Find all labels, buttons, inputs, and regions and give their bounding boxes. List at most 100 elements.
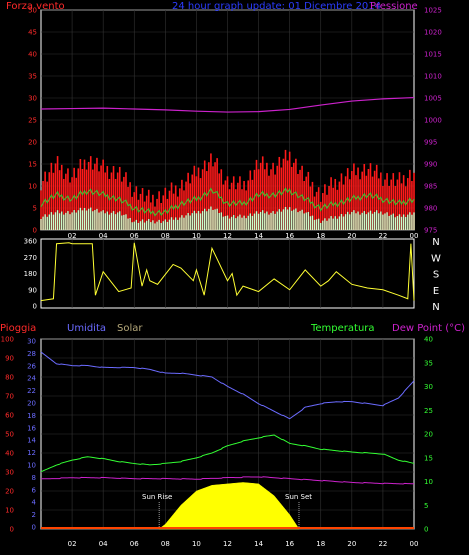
rain-tick-label: 100 [1,336,14,344]
pressure-label: Pressione [370,1,418,12]
humidity-label: Umidita [67,323,106,334]
temperature-tick-label: 10 [424,478,433,486]
humidity-tick-label: 0 [32,524,36,532]
wind-tick-label: 0 [33,227,37,235]
humidity-tick-label: 26 [27,362,36,370]
humidity-tick-label: 14 [27,437,36,445]
x-tick-label: 22 [378,232,387,240]
wind-tick-label: 45 [28,29,37,37]
direction-tick-label: 360 [24,238,37,246]
pressure-tick-label: 1025 [424,7,442,15]
x-tick-label: 10 [192,540,201,548]
wind-label: Forza vento [6,1,65,12]
wind-tick-label: 30 [28,95,37,103]
wind-tick-label: 25 [28,117,37,125]
humidity-tick-label: 24 [27,375,36,383]
x-tick-label: 16 [285,232,294,240]
compass-label: N [432,302,439,313]
pressure-tick-label: 1015 [424,51,442,59]
x-tick-label: 00 [410,540,419,548]
rain-tick-label: 10 [5,507,14,515]
pressure-tick-label: 1000 [424,117,442,125]
wind-tick-label: 50 [28,7,37,15]
temperature-line [40,434,415,473]
solar-label: Solar [117,323,143,334]
humidity-tick-label: 20 [27,400,36,408]
dewpoint-line [40,476,415,485]
x-tick-label: 04 [99,540,108,548]
sunrise-annotation: Sun Rise [142,493,172,501]
temperature-tick-label: 20 [424,431,433,439]
temperature-tick-label: 35 [424,359,433,367]
rain-tick-label: 20 [5,488,14,496]
humidity-tick-label: 12 [27,449,36,457]
rain-tick-label: 0 [10,526,14,534]
x-tick-label: 04 [99,232,108,240]
rain-tick-label: 80 [5,374,14,382]
solar-area [158,482,300,530]
x-tick-label: 22 [378,540,387,548]
compass-label: N [432,237,439,248]
x-tick-label: 14 [254,232,263,240]
humidity-tick-label: 22 [27,387,36,395]
direction-line [40,242,415,302]
wind-average-line [40,187,415,217]
direction-tick-label: 90 [28,286,37,294]
pressure-tick-label: 990 [424,161,437,169]
x-tick-label: 06 [130,232,139,240]
x-tick-label: 16 [285,540,294,548]
temperature-label: Temperatura [310,323,375,334]
humidity-tick-label: 28 [27,350,36,358]
temperature-tick-label: 15 [424,454,433,462]
wind-tick-label: 20 [28,139,37,147]
rain-tick-label: 40 [5,450,14,458]
pressure-line [40,96,415,113]
x-tick-label: 14 [254,540,263,548]
sunset-annotation: Sun Set [285,493,312,501]
x-tick-label: 12 [223,232,232,240]
dewpoint-label: Dew Point (°C) [392,323,465,334]
x-tick-label: 18 [316,540,325,548]
x-tick-label: 18 [316,232,325,240]
pressure-tick-label: 985 [424,183,437,191]
direction-tick-label: 0 [33,303,37,311]
temperature-tick-label: 25 [424,407,433,415]
humidity-tick-label: 2 [32,511,36,519]
wind-tick-label: 40 [28,51,37,59]
humidity-tick-label: 6 [32,486,37,494]
humidity-tick-label: 8 [32,474,36,482]
pressure-tick-label: 980 [424,205,437,213]
wind-tick-label: 15 [28,161,37,169]
rain-tick-label: 70 [5,393,14,401]
rain-tick-label: 90 [5,355,14,363]
pressure-tick-label: 1010 [424,73,442,81]
direction-tick-label: 270 [24,254,37,262]
x-tick-label: 20 [347,540,356,548]
temperature-tick-label: 0 [424,526,428,534]
compass-label: E [433,286,439,297]
temperature-tick-label: 40 [424,336,433,344]
x-tick-label: 02 [68,232,77,240]
chart-title: 24 hour graph update: 01 Dicembre 2014 [172,1,381,12]
humidity-line [40,351,415,420]
pressure-tick-label: 995 [424,139,437,147]
rain-tick-label: 30 [5,469,14,477]
wind-tick-label: 10 [28,183,37,191]
rain-tick-label: 50 [5,431,14,439]
humidity-tick-label: 10 [27,462,36,470]
humidity-tick-label: 30 [27,338,36,346]
wind-tick-label: 5 [33,205,37,213]
x-tick-label: 02 [68,540,77,548]
x-tick-label: 08 [161,540,170,548]
x-tick-label: 10 [192,232,201,240]
direction-tick-label: 180 [24,270,37,278]
x-tick-label: 00 [410,232,419,240]
compass-label: S [433,270,439,281]
temperature-tick-label: 30 [424,383,433,391]
rain-label: Pioggia [0,323,36,334]
temperature-tick-label: 5 [424,502,428,510]
x-tick-label: 08 [161,232,170,240]
humidity-tick-label: 4 [32,499,37,507]
pressure-tick-label: 975 [424,227,437,235]
